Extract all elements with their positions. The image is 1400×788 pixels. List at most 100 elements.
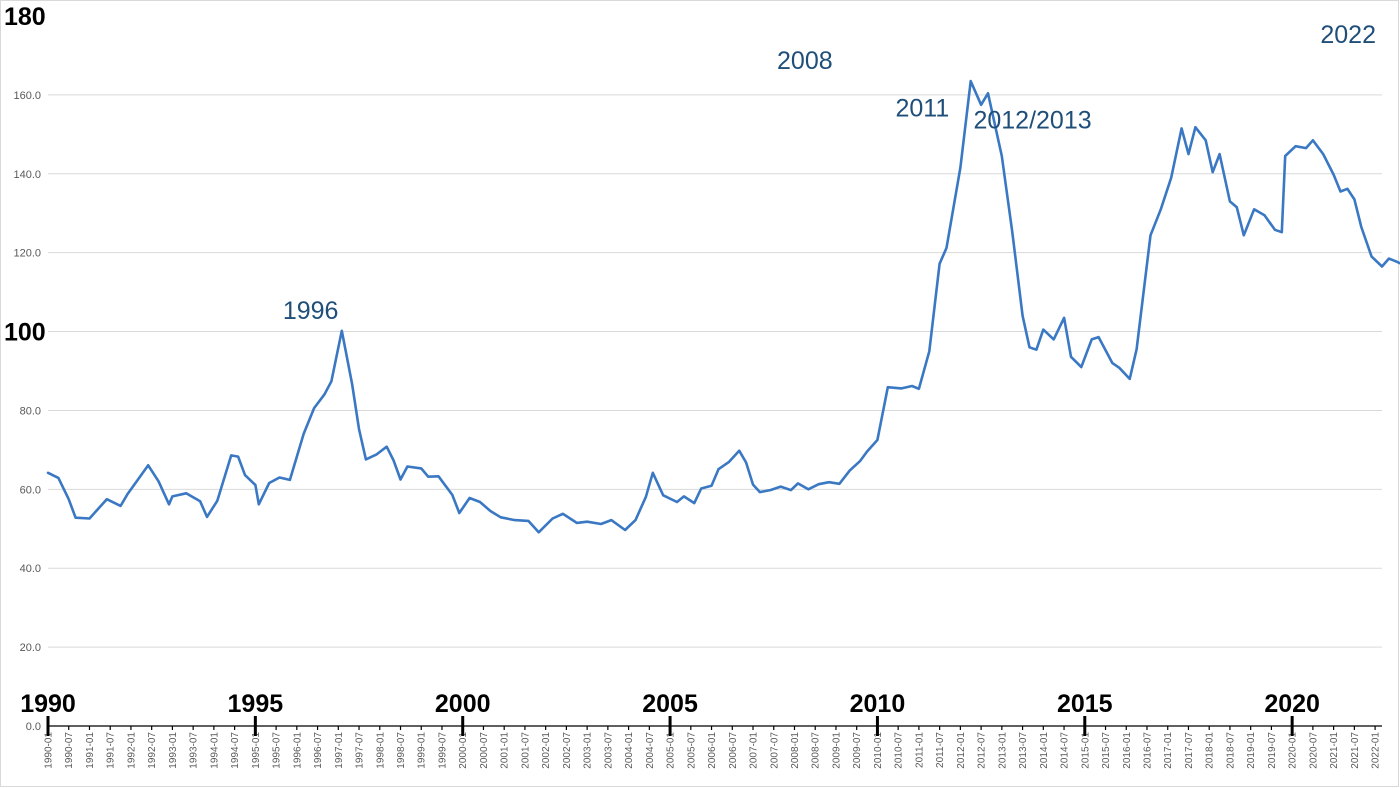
data-point (75, 517, 77, 519)
year-label: 2015 (1057, 690, 1113, 718)
data-point (752, 484, 754, 486)
data-point (1388, 258, 1390, 260)
x-tick-label: 1998-07 (396, 732, 407, 769)
x-tick-label: 2014-01 (1039, 732, 1050, 769)
x-tick-label: 1999-07 (437, 732, 448, 769)
data-point (1395, 260, 1397, 262)
data-point (866, 450, 868, 453)
x-tick-label: 1996-01 (292, 732, 303, 769)
y-tick-label: 120.0 (13, 248, 41, 260)
data-point (970, 80, 972, 82)
year-label: 1995 (228, 690, 284, 718)
year-label: 2000 (435, 690, 491, 718)
data-point (106, 498, 108, 500)
x-tick-label: 1997-07 (355, 732, 366, 769)
data-point (479, 501, 481, 503)
data-point (683, 495, 685, 497)
y-tick-label: 100 (4, 319, 46, 347)
data-point (1011, 230, 1013, 232)
annotation-label: 2022 (1320, 21, 1376, 49)
x-tick-label: 2017-01 (1163, 732, 1174, 769)
x-tick-label: 1994-01 (209, 732, 220, 769)
x-tick-label: 2003-01 (583, 732, 594, 769)
data-point (1339, 190, 1342, 193)
data-point (807, 488, 809, 490)
data-point (790, 489, 792, 491)
year-label: 2020 (1264, 690, 1320, 718)
data-point (928, 350, 930, 352)
data-point (911, 385, 913, 387)
data-point (120, 505, 122, 507)
data-point (652, 472, 654, 474)
data-point (289, 479, 291, 481)
data-point (358, 428, 360, 430)
data-point (717, 468, 720, 470)
year-label: 1990 (20, 690, 76, 718)
data-point (1136, 348, 1138, 350)
x-tick-label: 1993-07 (189, 732, 200, 769)
data-point (887, 386, 889, 388)
data-point (1001, 155, 1003, 157)
x-tick-label: 1992-01 (126, 732, 137, 769)
data-point (1160, 208, 1162, 210)
annotation-label: 2008 (777, 47, 833, 75)
data-point (1371, 256, 1373, 258)
x-tick-label: 1996-07 (313, 732, 324, 769)
x-tick-label: 1990-07 (64, 732, 75, 769)
data-point (918, 388, 920, 390)
data-point (1181, 127, 1183, 129)
x-tick-label: 2005-07 (686, 732, 697, 769)
x-tick-label: 2011-01 (914, 732, 925, 768)
data-point (1149, 234, 1152, 236)
data-point (818, 483, 820, 485)
x-tick-label: 2007-01 (749, 732, 760, 769)
data-point (797, 482, 799, 484)
data-point (745, 461, 747, 464)
x-tick-label: 2001-01 (500, 732, 511, 769)
data-point (1253, 208, 1255, 210)
y-tick-label: 160.0 (13, 90, 41, 102)
x-tick-label: 2013-07 (1018, 732, 1029, 769)
data-point (1305, 147, 1307, 149)
data-point (1111, 362, 1113, 364)
data-point (500, 516, 502, 518)
data-point (1274, 229, 1276, 231)
y-tick-label: 80.0 (20, 405, 41, 417)
data-point (1042, 329, 1044, 331)
data-point (710, 485, 713, 487)
x-tick-label: 2022-01 (1371, 732, 1382, 769)
data-point (901, 387, 903, 389)
annotations: 1996 2008 2011 2012/2013 2022 (283, 21, 1376, 325)
x-tick-label: 1990-01 (44, 732, 55, 769)
x-tick-label: 1998-01 (375, 732, 386, 769)
data-point (838, 483, 841, 485)
data-point (1322, 153, 1324, 155)
y-tick-label: 20.0 (20, 642, 41, 654)
y-axis-ticks: 0.0 20.0 40.0 60.0 80.0 100 120.0 140.0 160.0 180 (4, 3, 46, 733)
data-point (244, 474, 246, 476)
data-point (1353, 198, 1355, 200)
data-point (849, 469, 851, 471)
x-tick-label: 2019-01 (1246, 732, 1257, 769)
data-point (341, 330, 343, 332)
data-point (624, 529, 626, 531)
x-tick-label: 2008-07 (811, 732, 822, 769)
data-point (303, 433, 305, 435)
x-tick-label: 2018-01 (1205, 732, 1216, 769)
data-point (185, 492, 187, 494)
data-point (351, 383, 353, 385)
x-tick-label: 1995-01 (251, 732, 262, 769)
data-point (728, 461, 730, 463)
x-tick-label: 1992-07 (147, 732, 158, 769)
y-tick-label: 60.0 (20, 484, 41, 496)
x-tick-label: 1997-01 (334, 732, 345, 769)
data-point (1063, 317, 1065, 319)
data-point (876, 439, 879, 441)
x-tick-label: 2020-07 (1308, 732, 1319, 769)
data-point (365, 458, 367, 460)
x-tick-label: 2000-01 (458, 732, 469, 769)
x-tick-label: 2018-07 (1225, 732, 1236, 769)
data-point (1219, 153, 1221, 155)
